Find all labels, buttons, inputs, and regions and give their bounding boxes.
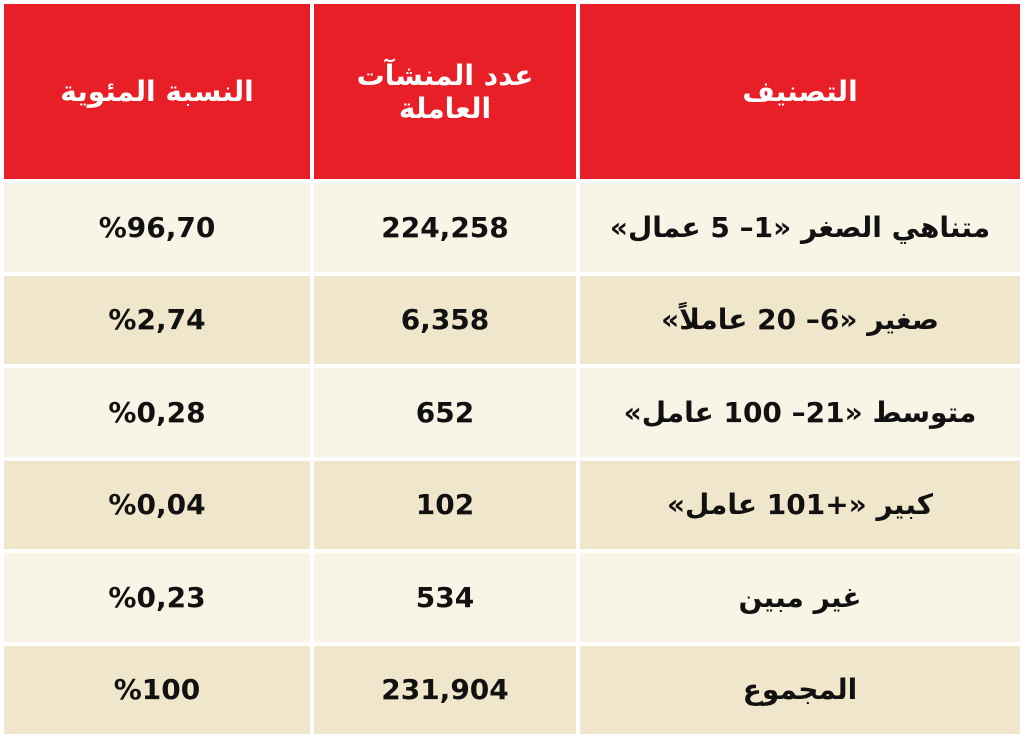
value-cell: %0,28 bbox=[4, 368, 310, 457]
category-cell: صغير «6– 20 عاملاً» bbox=[580, 275, 1020, 364]
header-cell: التصنيف bbox=[580, 4, 1020, 179]
value-cell: 652 bbox=[314, 368, 576, 457]
category-cell: غير مبين bbox=[580, 553, 1020, 642]
value-cell: 6,358 bbox=[314, 275, 576, 364]
header-cell: النسبة المئوية bbox=[4, 4, 310, 179]
value-cell: 231,904 bbox=[314, 645, 576, 734]
value-cell: %100 bbox=[4, 645, 310, 734]
table-row: كبير «+101 عامل» 102 %0,04 bbox=[4, 460, 1020, 549]
value-cell: %2,74 bbox=[4, 275, 310, 364]
table-row: متناهي الصغر «1– 5 عمال» 224,258 %96,70 bbox=[4, 183, 1020, 272]
value-cell: %96,70 bbox=[4, 183, 310, 272]
table-row: صغير «6– 20 عاملاً» 6,358 %2,74 bbox=[4, 275, 1020, 364]
category-cell: كبير «+101 عامل» bbox=[580, 460, 1020, 549]
value-cell: 102 bbox=[314, 460, 576, 549]
table-row: المجموع 231,904 %100 bbox=[4, 645, 1020, 734]
category-cell: المجموع bbox=[580, 645, 1020, 734]
table-row: غير مبين 534 %0,23 bbox=[4, 553, 1020, 642]
table-body: متناهي الصغر «1– 5 عمال» 224,258 %96,70 صغي… bbox=[4, 183, 1020, 734]
value-cell: 534 bbox=[314, 553, 576, 642]
table-row: متوسط «21– 100 عامل» 652 %0,28 bbox=[4, 368, 1020, 457]
value-cell: %0,23 bbox=[4, 553, 310, 642]
value-cell: 224,258 bbox=[314, 183, 576, 272]
category-cell: متوسط «21– 100 عامل» bbox=[580, 368, 1020, 457]
value-cell: %0,04 bbox=[4, 460, 310, 549]
header-row: التصنيف عدد المنشآت العاملة النسبة المئوية bbox=[4, 4, 1020, 179]
header-cell: عدد المنشآت العاملة bbox=[314, 4, 576, 179]
category-cell: متناهي الصغر «1– 5 عمال» bbox=[580, 183, 1020, 272]
